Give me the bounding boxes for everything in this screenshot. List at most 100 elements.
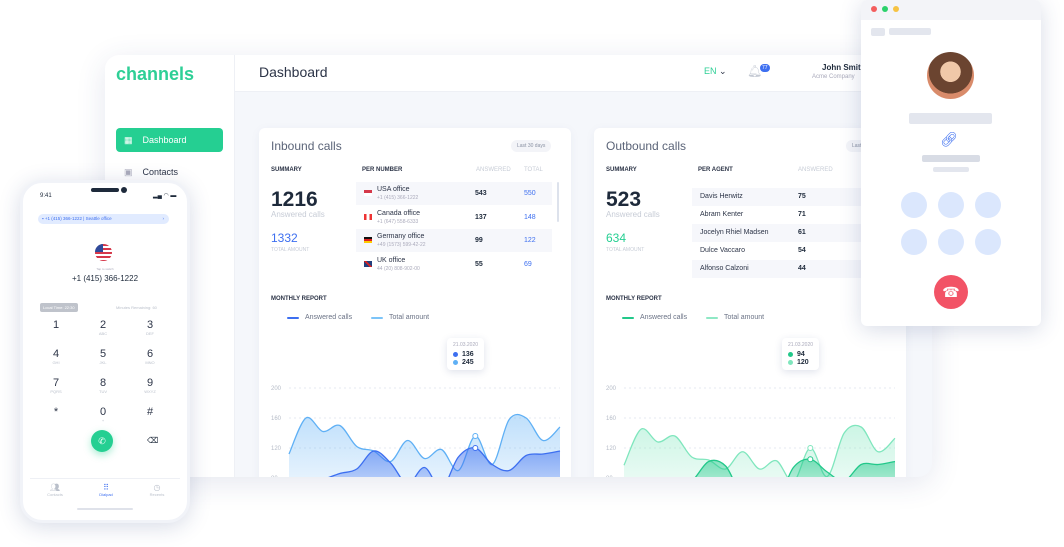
placeholder-bar bbox=[922, 155, 980, 162]
dial-key[interactable]: 5 JKL bbox=[83, 348, 123, 365]
language-select[interactable]: EN ⌄ bbox=[704, 66, 727, 77]
answered-value: 75 bbox=[798, 193, 806, 200]
line-selector[interactable]: ▪ +1 (415) 366-1222 | Seattle office › bbox=[38, 214, 169, 224]
column-header: PER AGENT bbox=[698, 167, 733, 173]
series-area bbox=[624, 425, 895, 477]
series-line bbox=[623, 424, 896, 477]
key-digit: 1 bbox=[52, 319, 60, 331]
logo: channels bbox=[116, 64, 195, 84]
table-row[interactable]: UK office 44 (20) 808-902-00 55 69 bbox=[356, 253, 552, 276]
highlight-point[interactable] bbox=[807, 445, 814, 451]
dial-key[interactable]: 0 + bbox=[83, 406, 123, 423]
tooltip-total: 245 bbox=[462, 359, 474, 366]
bell-icon[interactable]: 🔔︎ bbox=[747, 64, 763, 78]
series-line bbox=[328, 447, 561, 477]
total-label: TOTAL AMOUNT bbox=[606, 247, 645, 253]
placeholder-key[interactable] bbox=[938, 192, 964, 218]
sidebar-item-dashboard[interactable]: ▦ Dashboard bbox=[116, 128, 223, 152]
sidebar-item-label: Dashboard bbox=[142, 135, 187, 145]
date-range-button[interactable]: Last 30 days bbox=[511, 140, 552, 152]
report-label: MONTHLY REPORT bbox=[271, 296, 327, 302]
highlight-point[interactable] bbox=[807, 456, 814, 463]
dial-key[interactable]: 1 bbox=[36, 319, 76, 331]
total-value: 550 bbox=[524, 190, 536, 197]
table-row[interactable]: Jocelyn Rhiel Madsen 61 bbox=[692, 224, 912, 242]
dial-key[interactable]: 8 TUV bbox=[83, 377, 123, 394]
user-name[interactable]: John Smith bbox=[822, 63, 866, 72]
answered-value: 137 bbox=[475, 213, 487, 221]
de-flag-icon bbox=[364, 237, 372, 243]
hang-up-button[interactable]: ☎︎ bbox=[934, 275, 968, 309]
dialpad-icon: ⠿ bbox=[103, 483, 109, 492]
title-bar bbox=[861, 0, 1041, 20]
placeholder-key[interactable] bbox=[938, 229, 964, 255]
highlight-point[interactable] bbox=[472, 433, 479, 439]
dial-key[interactable]: * bbox=[36, 406, 76, 418]
placeholder-key[interactable] bbox=[901, 229, 927, 255]
dial-key[interactable]: 6 MNO bbox=[130, 348, 170, 365]
series-area bbox=[695, 459, 895, 477]
table-row[interactable]: Abram Kenter 71 bbox=[692, 206, 912, 224]
dial-key[interactable]: 2 ABC bbox=[83, 319, 123, 336]
office-phone: +1 (647) 558-6333 bbox=[377, 218, 419, 225]
language-label: EN bbox=[704, 66, 717, 76]
summary-label: SUMMARY bbox=[271, 167, 302, 173]
tab-recents[interactable]: ◷ Recents bbox=[135, 483, 179, 497]
contacts-icon: 👥︎ bbox=[49, 483, 61, 492]
table-row[interactable]: Canada office +1 (647) 558-6333 137 148 bbox=[356, 206, 552, 229]
tab-dialpad[interactable]: ⠿ Dialpad bbox=[84, 483, 128, 497]
column-header: ANSWERED bbox=[476, 167, 511, 173]
legend-total: Total amount bbox=[371, 314, 429, 321]
table-row[interactable]: Alfonso Calzoni 44 bbox=[692, 260, 912, 278]
table-row[interactable]: USA office +1 (415) 366-1222 543 550 bbox=[356, 182, 552, 205]
series-area bbox=[289, 414, 560, 477]
dial-key[interactable]: # bbox=[130, 406, 170, 418]
scrollbar[interactable] bbox=[557, 182, 559, 222]
call-window: 🔗︎ ☎︎ bbox=[861, 0, 1041, 326]
placeholder-key[interactable] bbox=[975, 229, 1001, 255]
y-tick-label: 160 bbox=[606, 416, 617, 422]
summary-label: SUMMARY bbox=[606, 167, 637, 173]
backspace-icon[interactable]: ⌫ bbox=[147, 436, 159, 445]
key-digit: # bbox=[146, 406, 154, 418]
total-value: 122 bbox=[524, 237, 536, 244]
notification-badge: 77 bbox=[760, 64, 770, 72]
signal-wifi-battery-icon: ▂▄ ◠ ▬ bbox=[153, 193, 177, 199]
legend-answered: Answered calls bbox=[287, 314, 352, 321]
table-row[interactable]: Germany office +49 (1573) 599-42-22 99 122 bbox=[356, 229, 552, 252]
tab-label: Contacts bbox=[47, 492, 63, 497]
maximize-dot[interactable] bbox=[882, 6, 888, 12]
dial-key[interactable]: 9 WXYZ bbox=[130, 377, 170, 394]
tooltip-answered: 136 bbox=[462, 351, 474, 358]
office-name: USA office bbox=[377, 186, 410, 193]
link-icon[interactable]: 🔗︎ bbox=[940, 131, 958, 147]
placeholder-key[interactable] bbox=[975, 192, 1001, 218]
dial-key[interactable]: 3 DEF bbox=[130, 319, 170, 336]
tab-contacts[interactable]: 👥︎ Contacts bbox=[33, 483, 77, 497]
recents-icon: ◷ bbox=[153, 483, 161, 492]
key-digit: * bbox=[53, 406, 59, 418]
total-count: 634 bbox=[606, 231, 627, 245]
key-letters: WXYZ bbox=[144, 389, 156, 394]
tap-to-switch-label: Tap to switch bbox=[96, 267, 114, 271]
page-title: Dashboard bbox=[259, 64, 328, 80]
highlight-point[interactable] bbox=[472, 445, 479, 451]
us-flag-avatar[interactable] bbox=[95, 244, 112, 261]
table-row[interactable]: Davis Herwitz 75 bbox=[692, 188, 912, 206]
dial-key[interactable]: 4 GHI bbox=[36, 348, 76, 365]
chevron-right-icon: › bbox=[162, 216, 165, 221]
legend-label: Total amount bbox=[389, 314, 430, 321]
call-button[interactable]: ✆ bbox=[91, 430, 113, 452]
agent-name: Jocelyn Rhiel Madsen bbox=[700, 229, 769, 236]
dial-key[interactable]: 7 PQRS bbox=[36, 377, 76, 394]
placeholder-key[interactable] bbox=[901, 192, 927, 218]
table-row[interactable]: Dulce Vaccaro 54 bbox=[692, 242, 912, 260]
answered-value: 543 bbox=[475, 190, 487, 197]
close-dot[interactable] bbox=[871, 6, 877, 12]
divider bbox=[30, 478, 180, 479]
minimize-dot[interactable] bbox=[893, 6, 899, 12]
sidebar-item-contacts[interactable]: ▣ Contacts bbox=[116, 160, 223, 184]
status-time: 9:41 bbox=[40, 193, 52, 199]
speaker bbox=[91, 188, 119, 192]
key-digit: 2 bbox=[99, 319, 107, 331]
